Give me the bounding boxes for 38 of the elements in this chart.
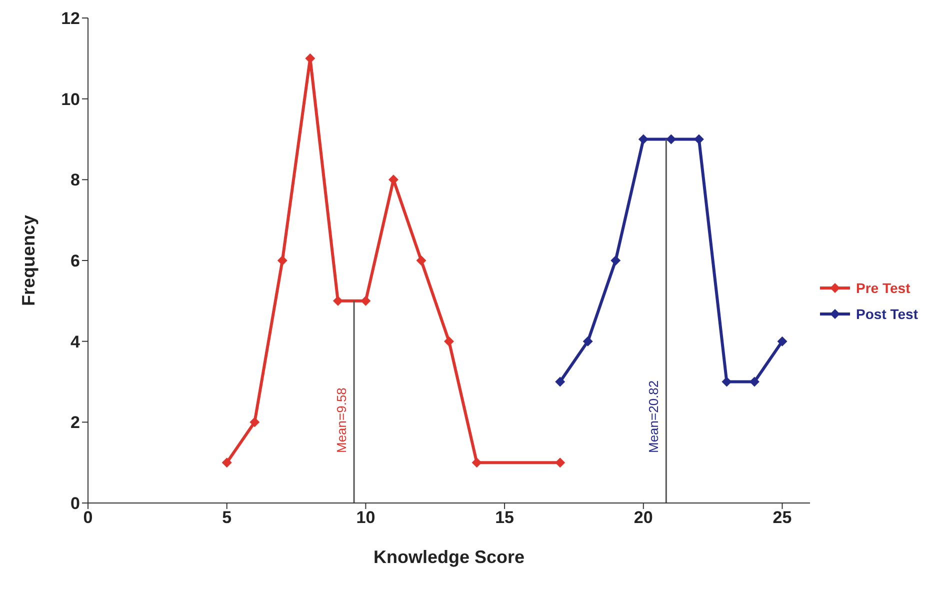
y-tick-label: 2 xyxy=(70,413,80,432)
point xyxy=(472,458,482,468)
x-tick-label: 15 xyxy=(495,508,514,528)
point xyxy=(444,336,454,346)
y-axis-title: Frequency xyxy=(18,214,38,306)
y-tick-label: 6 xyxy=(70,252,80,271)
x-tick-label: 10 xyxy=(356,508,376,528)
y-tick-label: 10 xyxy=(61,90,80,109)
x-axis-title: Knowledge Score xyxy=(373,547,525,567)
point xyxy=(555,458,566,468)
y-tick-label: 4 xyxy=(70,332,81,352)
point xyxy=(222,458,232,468)
x-tick-label: 20 xyxy=(634,508,653,528)
legend-label: Pre Test xyxy=(856,280,910,296)
ref-line-label: Mean=9.58 xyxy=(334,388,350,453)
y-tick-label: 12 xyxy=(61,9,80,28)
point xyxy=(305,53,316,64)
point xyxy=(360,296,371,306)
point xyxy=(250,417,260,428)
point xyxy=(638,134,648,144)
point xyxy=(416,256,426,266)
point xyxy=(694,134,704,144)
point xyxy=(277,256,288,266)
ref-line-label: Mean=20.82 xyxy=(646,380,662,453)
point xyxy=(749,376,760,387)
point xyxy=(610,256,621,266)
x-tick-label: 0 xyxy=(83,508,93,528)
point xyxy=(777,336,788,346)
point xyxy=(555,376,566,387)
x-tick-label: 5 xyxy=(222,508,232,528)
y-tick-label: 0 xyxy=(70,494,80,514)
point xyxy=(666,134,676,144)
legend-label: Post Test xyxy=(856,306,918,322)
point xyxy=(582,336,593,346)
x-tick-label: 25 xyxy=(772,508,792,528)
point xyxy=(332,296,343,306)
y-tick-label: 8 xyxy=(70,170,80,190)
point xyxy=(722,376,732,387)
